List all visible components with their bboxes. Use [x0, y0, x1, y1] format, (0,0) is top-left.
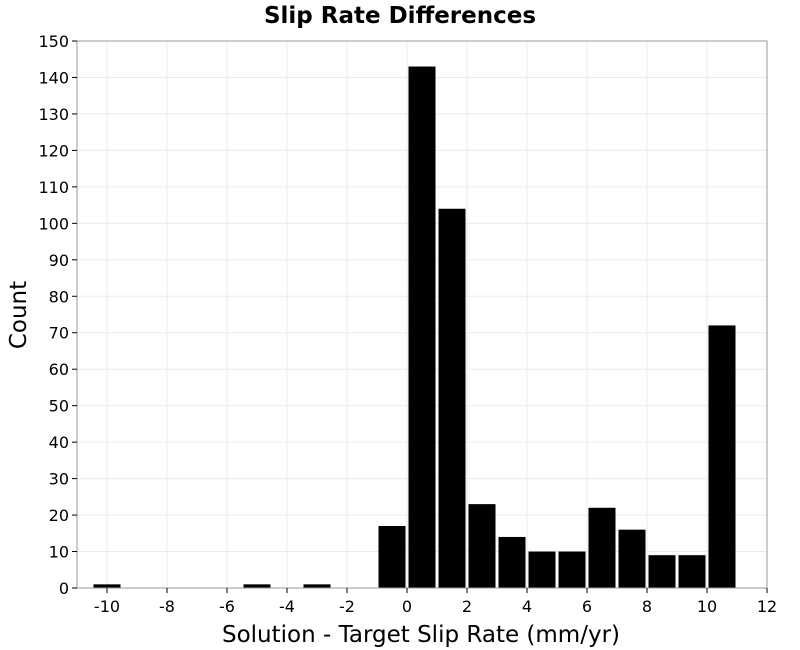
x-tick-label: -2: [339, 597, 355, 616]
x-tick-label: 8: [642, 597, 652, 616]
axis-ticks: 0102030405060708090100110120130140150-10…: [38, 32, 777, 616]
x-tick-label: 0: [402, 597, 412, 616]
plot-frame: [76, 40, 768, 589]
x-tick-label: -10: [94, 597, 120, 616]
x-tick-label: 2: [462, 597, 472, 616]
y-axis-label: Count: [6, 281, 32, 349]
y-tick-label: 20: [49, 506, 69, 525]
y-tick-label: 40: [49, 433, 69, 452]
bars: [93, 66, 736, 588]
x-tick-label: 6: [582, 597, 592, 616]
histogram-bar: [678, 555, 706, 588]
histogram-bar: [618, 529, 646, 588]
y-tick-label: 50: [49, 397, 69, 416]
histogram-bar: [648, 555, 676, 588]
x-tick-label: 4: [522, 597, 532, 616]
histogram-bar: [498, 536, 526, 588]
histogram-bar: [378, 526, 406, 588]
y-tick-label: 10: [49, 543, 69, 562]
histogram-bar: [303, 584, 331, 588]
y-tick-label: 100: [38, 214, 69, 233]
y-tick-label: 150: [38, 32, 69, 51]
x-tick-label: -8: [159, 597, 175, 616]
chart-title: Slip Rate Differences: [264, 3, 536, 29]
y-tick-label: 0: [59, 579, 69, 598]
y-tick-label: 140: [38, 68, 69, 87]
x-axis-label: Solution - Target Slip Rate (mm/yr): [222, 622, 620, 648]
histogram-bar: [93, 584, 121, 588]
histogram-bar: [438, 208, 466, 588]
y-tick-label: 70: [49, 324, 69, 343]
histogram-bar: [468, 504, 496, 588]
histogram-bar: [708, 325, 736, 588]
y-tick-label: 80: [49, 287, 69, 306]
x-tick-label: -4: [279, 597, 295, 616]
histogram-bar: [528, 551, 556, 588]
y-tick-label: 90: [49, 251, 69, 270]
x-tick-label: 12: [757, 597, 777, 616]
y-tick-label: 120: [38, 141, 69, 160]
histogram-bar: [558, 551, 586, 588]
x-tick-label: -6: [219, 597, 235, 616]
histogram-bar: [588, 507, 616, 588]
y-tick-label: 60: [49, 360, 69, 379]
y-tick-label: 110: [38, 178, 69, 197]
histogram-bar: [243, 584, 271, 588]
x-tick-label: 10: [697, 597, 717, 616]
y-tick-label: 130: [38, 105, 69, 124]
histogram-bar: [408, 66, 436, 588]
y-tick-label: 30: [49, 470, 69, 489]
